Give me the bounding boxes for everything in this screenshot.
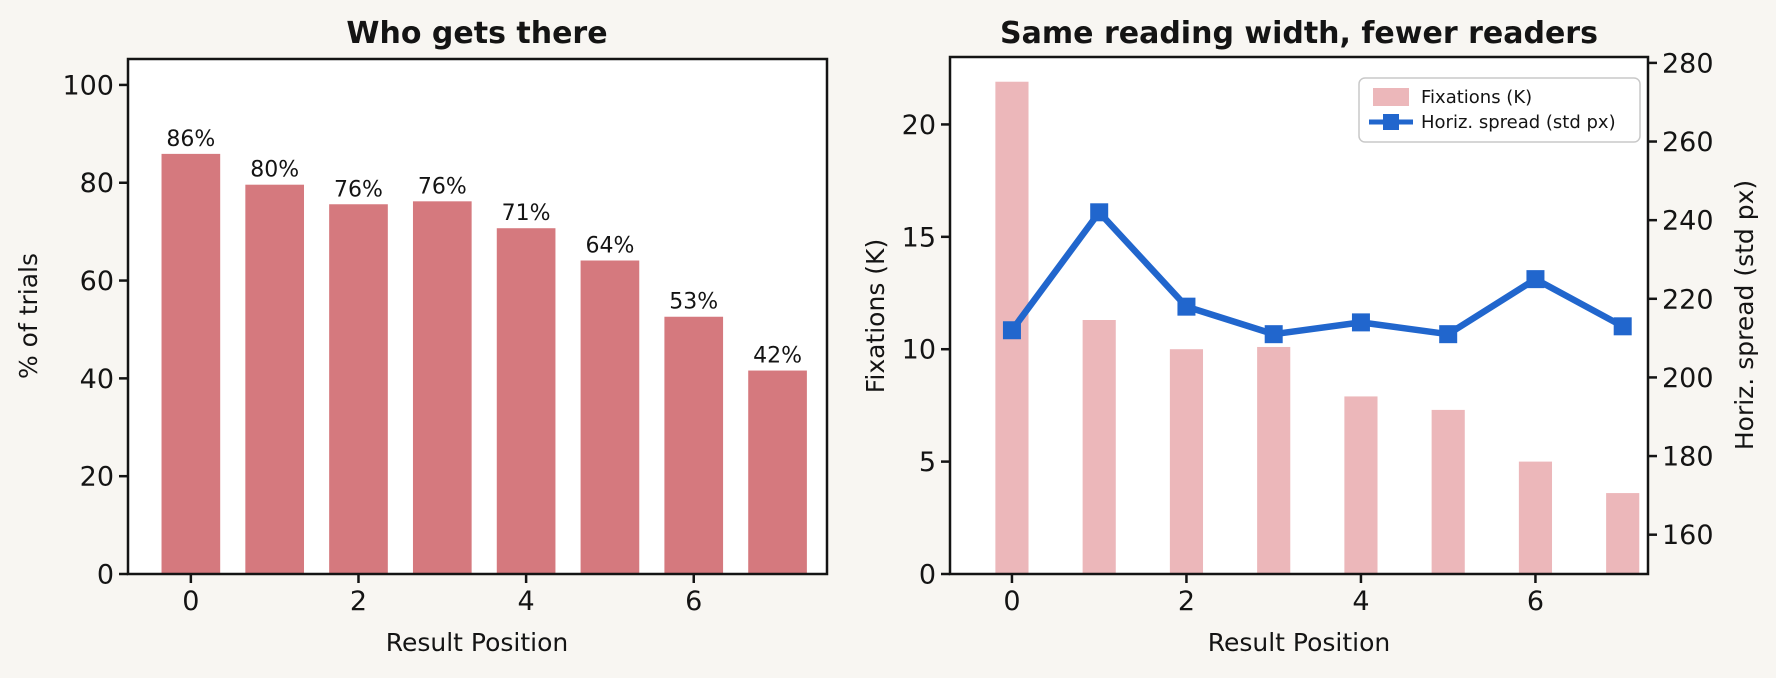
y-tick-label-right: 200: [1662, 363, 1714, 394]
trials-bar-pos3: [412, 201, 472, 574]
right-chart-xlabel: Result Position: [1208, 628, 1391, 657]
x-tick-label: 4: [518, 586, 535, 617]
spread-line: [1008, 209, 1626, 338]
trials-bar-pos0: [161, 153, 221, 574]
x-tick-label: 4: [1352, 586, 1369, 617]
y-tick-label-right: 260: [1662, 127, 1714, 158]
right-chart: 0 2 4 6 0 5 10 15 20 160 180 200 220 240 260 280 Fixatio…: [902, 48, 1714, 617]
left-chart-ylabel: % of trials: [14, 253, 43, 379]
y-tick-label: 40: [80, 364, 114, 395]
y-tick-label: 0: [919, 560, 936, 591]
legend-swatch-fixations: [1373, 88, 1409, 106]
spread-marker-pos7: [1613, 317, 1632, 336]
x-tick-label: 0: [182, 586, 199, 617]
y-tick-label: 5: [919, 447, 936, 478]
trials-bar-pos1: [245, 184, 305, 575]
fixations-bar-pos4: [1344, 396, 1378, 574]
trials-bar-pos7: [748, 370, 807, 574]
bar-value-label: 80%: [250, 158, 299, 183]
fixations-bar-pos6: [1518, 461, 1553, 574]
fixations-bar-pos2: [1169, 349, 1204, 574]
fixations-bar-pos1: [1082, 319, 1116, 574]
trials-bar-pos4: [496, 228, 556, 575]
axes-frame: [126, 57, 829, 576]
bar-value-label: 76%: [418, 174, 467, 199]
axes-frame: [948, 55, 1650, 576]
x-tick-label: 6: [1527, 586, 1544, 617]
right-chart-title: Same reading width, fewer readers: [1000, 16, 1598, 51]
y-tick-label: 10: [902, 335, 936, 366]
right-chart-ylabel-left: Fixations (K): [861, 239, 890, 393]
y-tick-label: 60: [80, 266, 114, 297]
spread-marker-pos5: [1439, 325, 1458, 344]
trials-bar-pos5: [580, 260, 640, 574]
y-tick-label: 20: [80, 462, 114, 493]
x-tick-label: 6: [685, 586, 702, 617]
x-tick-label: 0: [1003, 586, 1020, 617]
y-tick-label-right: 220: [1662, 284, 1714, 315]
trials-bar-pos2: [329, 204, 388, 574]
fixations-bar-pos3: [1257, 346, 1291, 574]
legend-frame: [1358, 77, 1641, 143]
y-tick-label-right: 160: [1662, 520, 1714, 551]
bar-value-label: 76%: [334, 177, 383, 202]
bar-value-label: 42%: [753, 344, 802, 369]
left-chart-title: Who gets there: [346, 16, 607, 51]
y-tick-label: 80: [80, 168, 114, 199]
y-tick-label-right: 240: [1662, 206, 1714, 237]
spread-marker-pos2: [1177, 297, 1196, 316]
spread-marker-pos0: [1002, 321, 1021, 340]
fixations-bar-pos7: [1606, 493, 1640, 574]
legend-marker-spread: [1383, 114, 1399, 130]
x-tick-label: 2: [350, 586, 367, 617]
bar-value-label: 71%: [502, 201, 551, 226]
legend: Fixations (K) Horiz. spread (std px): [1358, 77, 1641, 143]
spread-marker-pos4: [1351, 313, 1370, 332]
bar-value-label: 53%: [669, 290, 718, 315]
left-chart-xlabel: Result Position: [386, 628, 569, 657]
y-tick-label-right: 180: [1662, 442, 1714, 473]
y-tick-label: 20: [902, 110, 936, 141]
bar-value-label: 64%: [585, 234, 634, 259]
y-tick-label-right: 280: [1662, 48, 1714, 79]
legend-label-spread: Horiz. spread (std px): [1421, 112, 1616, 133]
spread-marker-pos1: [1090, 203, 1109, 222]
bar-value-label: 86%: [166, 127, 215, 152]
y-tick-label: 100: [62, 70, 114, 101]
trials-bar-pos6: [664, 316, 724, 574]
spread-marker-pos6: [1526, 270, 1545, 289]
legend-label-fixations: Fixations (K): [1421, 87, 1532, 108]
fixations-bar-pos5: [1431, 409, 1465, 574]
x-tick-label: 2: [1178, 586, 1195, 617]
y-tick-label: 15: [902, 222, 936, 253]
y-tick-label: 0: [97, 560, 114, 591]
spread-marker-pos3: [1264, 325, 1283, 344]
right-chart-ylabel-right: Horiz. spread (std px): [1730, 180, 1759, 450]
